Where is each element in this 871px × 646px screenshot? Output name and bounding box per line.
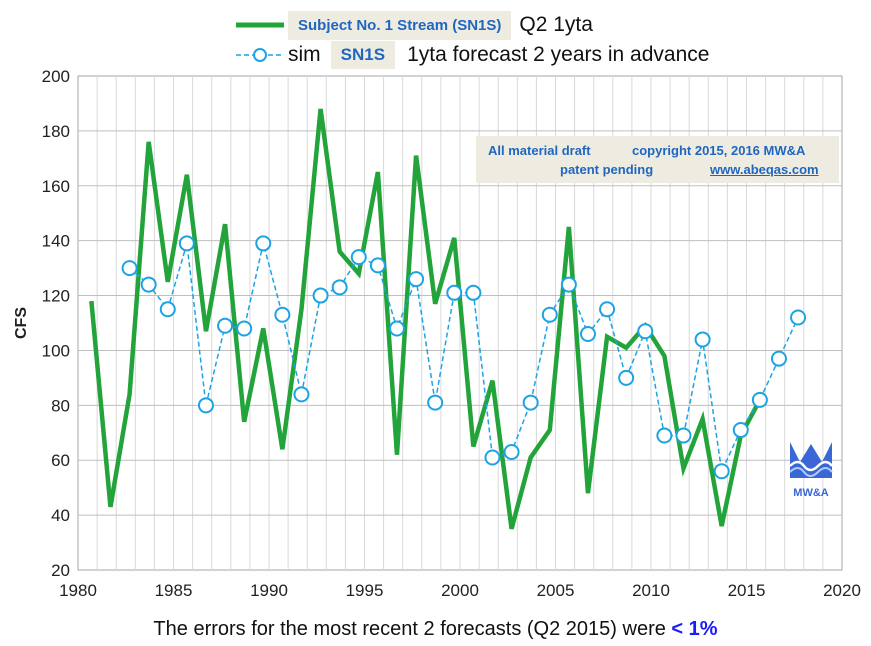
legend-suffix-sim: 1yta forecast 2 years in advance	[407, 43, 710, 66]
y-axis-label: CFS	[13, 307, 30, 339]
y-tick-label: 20	[51, 561, 70, 580]
legend-series-name-observed: Subject No. 1 Stream (SN1S)	[288, 10, 512, 40]
sim-point	[579, 325, 596, 342]
sim-point	[408, 271, 425, 288]
sim-point	[255, 235, 272, 252]
sim-point	[522, 394, 539, 411]
sim-point	[751, 391, 768, 408]
note-patent: patent pending	[560, 162, 654, 177]
x-tick-label: 2005	[537, 581, 575, 600]
sim-point	[140, 276, 157, 293]
sim-point	[350, 249, 367, 266]
footer-caption: The errors for the most recent 2 forecas…	[0, 618, 871, 641]
sim-point	[427, 394, 444, 411]
footer-text: The errors for the most recent 2 forecas…	[153, 618, 666, 640]
sim-point	[503, 443, 520, 460]
x-tick-label: 1995	[346, 581, 384, 600]
sim-point	[178, 235, 195, 252]
sim-point	[331, 279, 348, 296]
y-tick-label: 160	[42, 177, 70, 196]
y-tick-label: 60	[51, 451, 70, 470]
sim-point	[388, 320, 405, 337]
sim-point	[656, 427, 673, 444]
legend-series-name-sim: sim	[288, 43, 321, 66]
y-tick-label: 100	[42, 341, 70, 360]
y-tick-label: 200	[42, 67, 70, 86]
copyright-note: All material draft copyright 2015, 2016 …	[476, 136, 839, 183]
x-tick-label: 1980	[59, 581, 97, 600]
sim-point	[732, 422, 749, 439]
note-copyright: copyright 2015, 2016 MW&A	[632, 143, 806, 158]
x-tick-label: 2000	[441, 581, 479, 600]
sim-point	[675, 427, 692, 444]
website-link[interactable]: www.abeqas.com	[710, 162, 819, 177]
sim-point	[560, 276, 577, 293]
sim-point	[599, 301, 616, 318]
x-tick-label: 2010	[632, 581, 670, 600]
sim-point	[369, 257, 386, 274]
x-tick-label: 2015	[728, 581, 766, 600]
y-tick-label: 40	[51, 506, 70, 525]
sim-point	[217, 317, 234, 334]
y-tick-label: 80	[51, 396, 70, 415]
y-tick-label: 180	[42, 122, 70, 141]
legend-box-sim: SN1S	[330, 41, 396, 69]
y-tick-label: 120	[42, 287, 70, 306]
legend-suffix-observed: Q2 1yta	[519, 13, 593, 36]
sim-point	[618, 369, 635, 386]
sim-point	[312, 287, 329, 304]
sim-point	[121, 260, 138, 277]
logo-text: MW&A	[793, 487, 829, 499]
sim-point	[465, 284, 482, 301]
legend-item-sim: sim SN1S 1yta forecast 2 years in advanc…	[236, 40, 709, 70]
sim-point	[541, 306, 558, 323]
sim-point	[197, 397, 214, 414]
sim-point	[293, 386, 310, 403]
sim-point	[713, 463, 730, 480]
sim-point	[790, 309, 807, 326]
legend-swatch-dashed	[236, 48, 284, 62]
y-tick-label: 140	[42, 232, 70, 251]
x-tick-label: 1985	[155, 581, 193, 600]
mwa-logo: MW&A	[786, 438, 836, 499]
wave-logo-icon	[789, 442, 833, 478]
sim-point	[446, 284, 463, 301]
sim-point	[236, 320, 253, 337]
sim-point	[694, 331, 711, 348]
sim-point	[770, 350, 787, 367]
legend-item-observed: Subject No. 1 Stream (SN1S) Q2 1yta	[236, 10, 593, 40]
note-draft: All material draft	[488, 143, 591, 158]
x-tick-label: 1990	[250, 581, 288, 600]
sim-point	[274, 306, 291, 323]
sim-point	[484, 449, 501, 466]
legend-swatch-solid	[236, 22, 284, 28]
footer-highlight: < 1%	[671, 618, 718, 640]
x-tick-label: 2020	[823, 581, 861, 600]
sim-point	[159, 301, 176, 318]
sim-point	[637, 323, 654, 340]
